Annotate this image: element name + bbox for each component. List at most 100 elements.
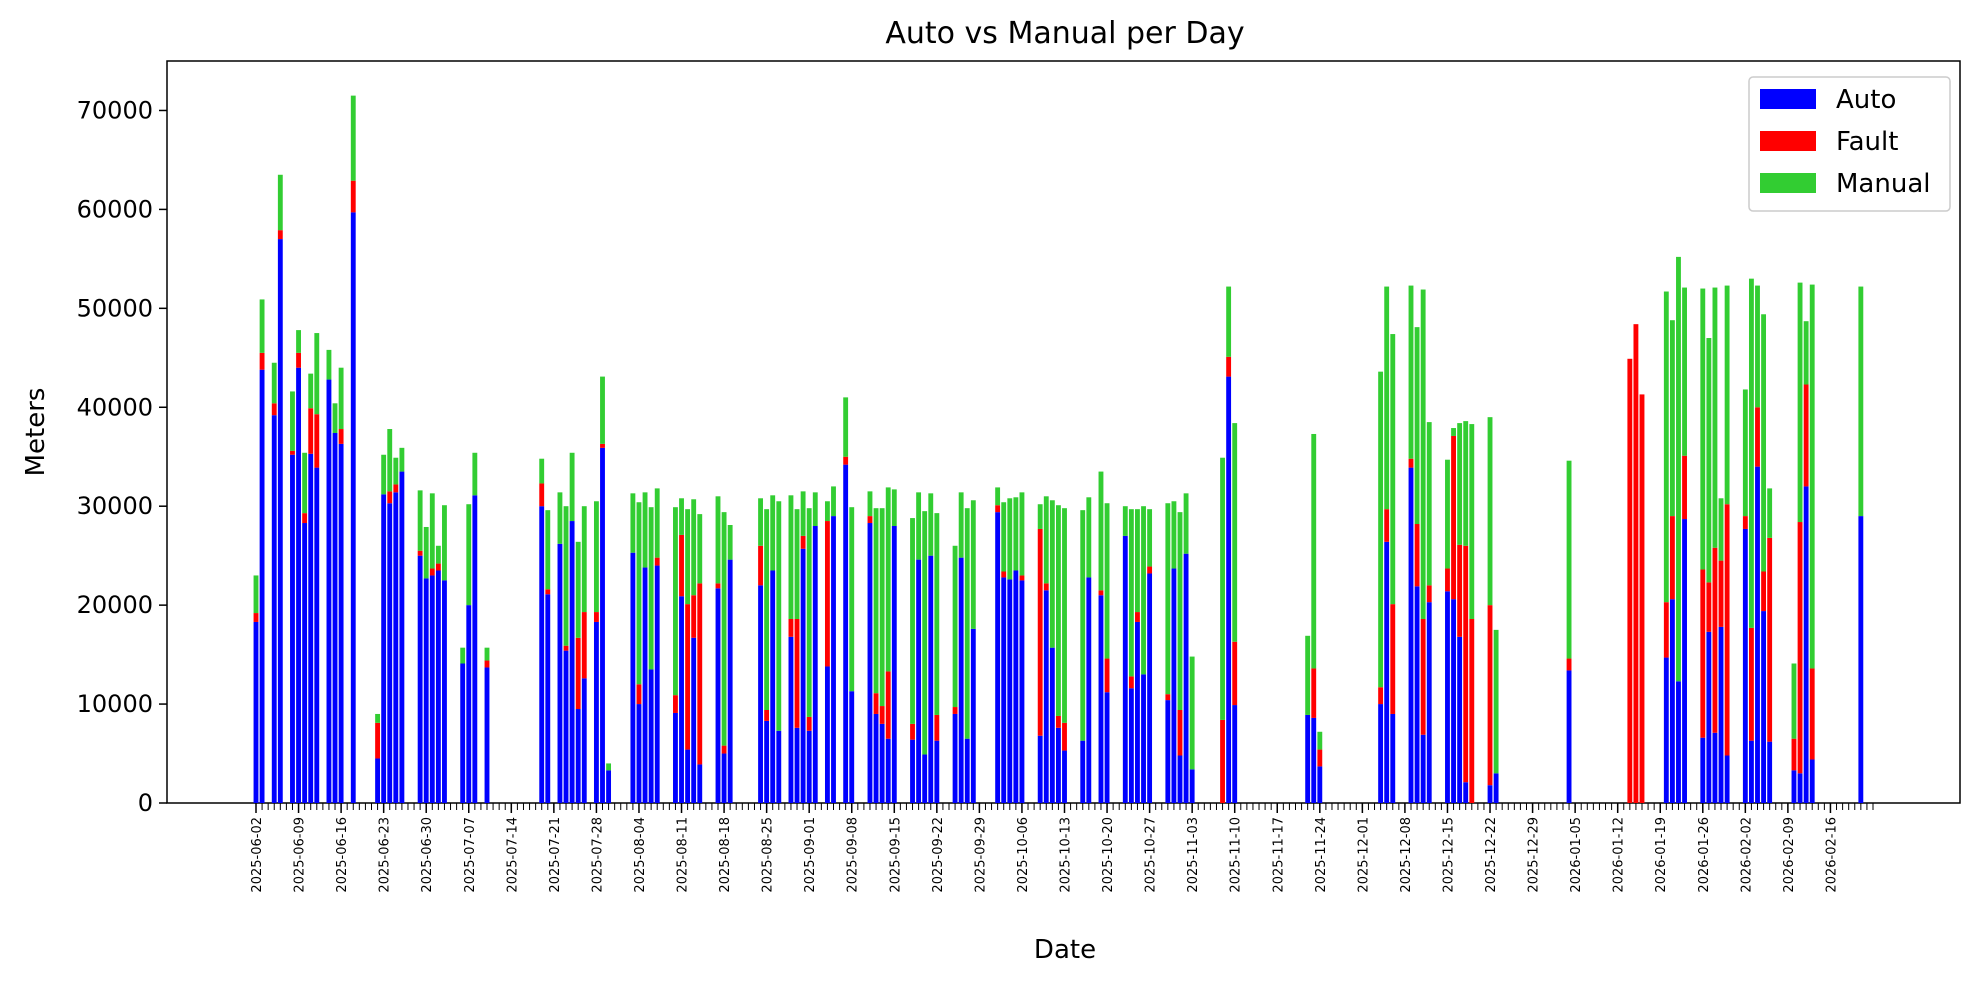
bar-segment-auto — [1086, 577, 1092, 803]
bar-segment-auto — [1226, 376, 1232, 803]
bar-segment-auto — [1080, 740, 1086, 803]
bar-segment-fault — [697, 583, 703, 765]
bar-segment-manual — [1104, 503, 1110, 659]
bar-segment-auto — [770, 570, 776, 803]
bar-segment-auto — [1426, 602, 1432, 803]
bar-segment-fault — [1718, 560, 1724, 627]
bar-segment-manual — [302, 452, 308, 514]
x-tick-label: 2025-11-24 — [1314, 817, 1329, 893]
bar-segment-auto — [1712, 732, 1718, 803]
bar-segment-auto — [1098, 595, 1104, 803]
bar-segment-manual — [891, 489, 897, 526]
bar-segment-manual — [581, 506, 587, 613]
bar-segment-auto — [879, 723, 885, 803]
bar-segment-manual — [1384, 286, 1390, 510]
bar-segment-auto — [460, 663, 466, 803]
bar-segment-manual — [271, 362, 277, 404]
bar-segment-fault — [581, 612, 587, 679]
bar-segment-auto — [1457, 636, 1463, 803]
bar-segment-fault — [484, 660, 490, 668]
bar-segment-manual — [1457, 423, 1463, 545]
bar-segment-auto — [545, 594, 551, 803]
bar-segment-manual — [1755, 285, 1760, 408]
bar-segment-auto — [381, 494, 387, 803]
y-tick-label: 70000 — [77, 96, 153, 124]
bar-segment-fault — [721, 745, 727, 754]
x-tick-label: 2025-09-29 — [973, 817, 988, 893]
bar-segment-manual — [727, 524, 733, 560]
bar-segment-fault — [1469, 618, 1475, 803]
bar-segment-auto — [794, 727, 800, 803]
bar-segment-fault — [1001, 571, 1007, 578]
bar-segment-auto — [788, 636, 794, 803]
bar-segment-fault — [259, 352, 265, 370]
bar-segment-fault — [885, 671, 891, 739]
bar-segment-manual — [691, 499, 697, 596]
bar-segment-manual — [885, 487, 891, 672]
x-tick-label: 2025-12-29 — [1527, 817, 1542, 893]
bar-segment-manual — [776, 501, 782, 731]
x-tick-label: 2025-07-21 — [548, 817, 563, 893]
bar-segment-fault — [1669, 516, 1675, 600]
bar-segment-fault — [1663, 602, 1669, 658]
bar-segment-auto — [1663, 657, 1669, 803]
bar-segment-auto — [1809, 759, 1815, 803]
legend-swatch-manual — [1760, 173, 1816, 193]
bar-segment-manual — [910, 518, 915, 724]
bar-segment-manual — [1135, 509, 1140, 613]
bar-segment-fault — [429, 568, 435, 576]
bar-segment-fault — [843, 456, 849, 465]
bar-segment-manual — [1043, 496, 1049, 584]
bar-segment-auto — [916, 559, 922, 803]
bar-segment-auto — [1408, 467, 1414, 803]
bar-segment-auto — [1141, 674, 1146, 803]
bar-segment-auto — [271, 415, 277, 803]
x-tick-label: 2025-10-13 — [1059, 817, 1074, 893]
bar-segment-manual — [1463, 421, 1469, 546]
bar-segment-fault — [1700, 569, 1706, 738]
bar-segment-manual — [642, 492, 648, 568]
x-tick-label: 2025-12-01 — [1356, 817, 1371, 893]
bar-segment-fault — [308, 408, 314, 454]
bar-segment-manual — [417, 490, 423, 551]
legend-swatch-auto — [1760, 89, 1816, 109]
bar-segment-manual — [1001, 502, 1007, 572]
bar-segment-auto — [648, 669, 654, 803]
x-tick-label: 2026-02-16 — [1824, 817, 1839, 893]
bar-segment-fault — [1037, 528, 1043, 736]
bar-segment-fault — [636, 684, 642, 705]
x-tick-label: 2026-01-26 — [1697, 817, 1712, 893]
y-tick-label: 10000 — [77, 690, 153, 718]
legend-swatch-fault — [1760, 131, 1816, 151]
bar-segment-manual — [1566, 460, 1572, 659]
x-tick-label: 2025-12-08 — [1399, 817, 1414, 893]
bar-segment-auto — [715, 588, 721, 803]
bar-segment-manual — [1062, 508, 1067, 723]
bar-segment-fault — [1426, 585, 1432, 603]
bar-segment-fault — [375, 722, 381, 759]
y-tick-label: 20000 — [77, 591, 153, 619]
bar-segment-fault — [271, 403, 277, 416]
bar-segment-fault — [1682, 455, 1687, 520]
bar-segment-fault — [593, 612, 599, 622]
bar-segment-fault — [1712, 547, 1718, 733]
bar-segment-manual — [350, 95, 356, 181]
bar-segment-manual — [1080, 510, 1086, 741]
x-tick-label: 2025-08-18 — [718, 817, 733, 893]
bar-segment-auto — [1761, 611, 1767, 803]
bar-segment-auto — [1001, 577, 1007, 803]
bar-segment-fault — [1627, 358, 1633, 803]
bar-segment-auto — [1414, 586, 1420, 803]
bar-segment-fault — [1633, 324, 1639, 803]
y-tick-label: 0 — [138, 789, 153, 817]
bar-segment-manual — [1669, 320, 1675, 517]
bar-segment-auto — [758, 585, 763, 803]
bar-segment-auto — [636, 704, 642, 803]
bar-segment-manual — [387, 429, 393, 492]
x-tick-label: 2025-06-23 — [378, 817, 393, 893]
bar-segment-fault — [435, 563, 441, 571]
bar-segment-auto — [600, 447, 605, 803]
bar-segment-manual — [1037, 504, 1043, 529]
bar-segment-manual — [1809, 284, 1815, 669]
x-tick-label: 2026-02-02 — [1739, 817, 1754, 893]
